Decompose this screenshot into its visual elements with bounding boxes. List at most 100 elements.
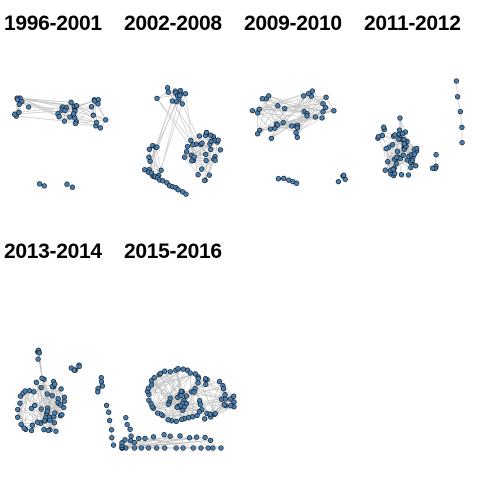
- network-node: [62, 107, 68, 114]
- network-node: [397, 115, 403, 121]
- network-edge: [94, 100, 97, 123]
- network-node: [180, 445, 186, 451]
- network-node: [177, 87, 184, 94]
- network-node: [164, 85, 171, 91]
- network-edge: [76, 105, 106, 121]
- network-node: [53, 428, 59, 434]
- network-edge: [252, 103, 324, 111]
- network-edge: [164, 371, 182, 420]
- network-node: [228, 402, 234, 409]
- network-node: [390, 166, 396, 172]
- panel-2015-2016: 2015-2016: [119, 240, 240, 451]
- network-node: [51, 420, 58, 426]
- network-graph: [375, 78, 465, 179]
- network-node: [196, 409, 203, 415]
- network-edge: [169, 370, 177, 399]
- network-node: [45, 427, 51, 434]
- network-node: [158, 167, 164, 173]
- network-node: [21, 425, 27, 431]
- network-node: [167, 369, 174, 375]
- network-edge: [259, 97, 327, 131]
- edge-group: [377, 80, 463, 176]
- network-node: [208, 146, 214, 153]
- network-node: [459, 139, 465, 146]
- network-node: [294, 125, 301, 131]
- network-edge: [155, 147, 162, 171]
- network-edge: [388, 147, 394, 170]
- network-node: [187, 370, 193, 376]
- network-node: [15, 414, 21, 420]
- network-node: [275, 176, 282, 182]
- network-node: [288, 123, 295, 129]
- network-node: [35, 356, 41, 362]
- network-edge: [186, 151, 206, 155]
- network-node: [146, 154, 152, 160]
- node-group: [375, 78, 465, 179]
- network-edge: [205, 379, 226, 395]
- network-node: [305, 90, 312, 97]
- network-node: [401, 136, 407, 143]
- network-edge: [197, 376, 215, 415]
- node-group: [15, 347, 117, 448]
- network-edge: [73, 113, 97, 123]
- network-node: [203, 157, 209, 164]
- panel-title: 2015-2016: [124, 240, 222, 263]
- network-node: [29, 422, 36, 428]
- network-node: [179, 101, 185, 107]
- network-node: [146, 397, 152, 403]
- network-node: [151, 375, 157, 381]
- network-node: [202, 434, 208, 441]
- network-node: [203, 381, 209, 388]
- network-node: [294, 134, 300, 140]
- network-edge: [75, 119, 106, 124]
- network-node: [304, 113, 310, 119]
- network-node: [398, 172, 405, 178]
- network-graph: [119, 366, 237, 451]
- network-node: [109, 435, 115, 441]
- network-node: [14, 96, 21, 103]
- network-node: [202, 416, 208, 422]
- network-node: [183, 393, 190, 399]
- network-node: [203, 129, 210, 136]
- network-node: [71, 367, 77, 373]
- network-edge: [19, 402, 38, 423]
- network-node: [218, 445, 224, 451]
- network-node: [154, 410, 161, 416]
- network-node: [34, 419, 41, 425]
- network-node: [36, 181, 43, 187]
- network-node: [259, 96, 265, 102]
- network-edge: [32, 381, 54, 426]
- network-node: [106, 417, 113, 424]
- network-node: [95, 389, 101, 395]
- network-node: [90, 112, 96, 118]
- network-node: [199, 140, 205, 146]
- network-node: [15, 406, 21, 413]
- panel-1996-2001: 1996-2001: [0, 12, 120, 190]
- network-edge: [34, 379, 45, 406]
- node-group: [12, 95, 109, 190]
- network-edge: [153, 388, 196, 409]
- network-node: [191, 154, 197, 160]
- network-node: [154, 95, 160, 102]
- network-node: [165, 401, 171, 408]
- network-node: [205, 445, 211, 451]
- network-node: [44, 391, 50, 397]
- panel-2011-2012: 2011-2012: [360, 12, 480, 187]
- network-node: [98, 378, 105, 385]
- network-edge: [76, 100, 95, 107]
- network-node: [180, 366, 186, 372]
- network-node: [212, 157, 218, 163]
- network-edge: [147, 391, 182, 396]
- network-node: [208, 138, 214, 145]
- network-node: [203, 151, 209, 158]
- panel-2002-2008: 2002-2008: [120, 12, 240, 197]
- network-node: [177, 433, 183, 439]
- network-edge: [184, 156, 214, 160]
- network-node: [222, 392, 228, 398]
- network-node: [61, 398, 68, 404]
- network-node: [169, 98, 176, 104]
- network-node: [266, 93, 272, 99]
- network-node: [202, 376, 209, 382]
- network-node: [216, 378, 223, 385]
- network-node: [93, 119, 100, 126]
